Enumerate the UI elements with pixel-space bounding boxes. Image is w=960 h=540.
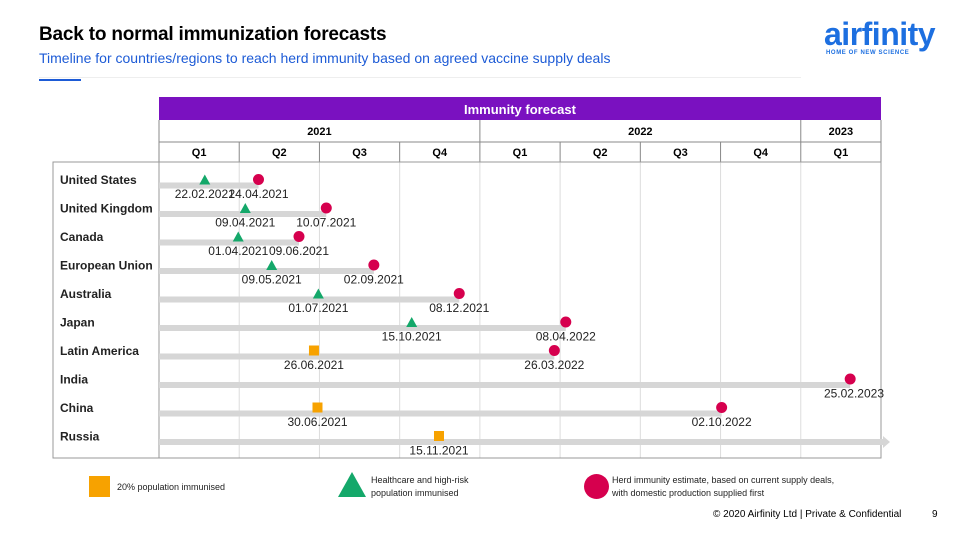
legend-label-square: 20% population immunised — [117, 482, 226, 492]
triangle-marker — [199, 174, 211, 185]
page-subtitle: Timeline for countries/regions to reach … — [39, 50, 611, 66]
airfinity-logo: airfinity HOME OF NEW SCIENCE — [824, 16, 940, 62]
quarter-label: Q1 — [834, 147, 849, 159]
timeline-bar — [159, 439, 883, 445]
circle-date-label: 09.06.2021 — [269, 244, 329, 258]
quarter-label: Q2 — [272, 147, 287, 159]
circle-marker — [252, 174, 264, 185]
quarter-label: Q1 — [192, 147, 207, 159]
title-underline — [39, 79, 81, 81]
circle-marker — [293, 231, 305, 242]
quarter-label: Q1 — [513, 147, 528, 159]
country-label: Canada — [60, 230, 104, 244]
circle-marker — [453, 288, 465, 299]
country-label: Japan — [60, 316, 95, 330]
circle-date-label: 25.02.2023 — [824, 387, 884, 401]
square-date-label: 26.06.2021 — [284, 358, 344, 372]
logo-word: airfinity — [824, 16, 936, 52]
square-marker — [312, 402, 323, 413]
square-date-label: 30.06.2021 — [287, 415, 347, 429]
page-number: 9 — [932, 509, 938, 520]
header-divider — [39, 77, 801, 78]
circle-marker — [320, 202, 332, 214]
triangle-date-label: 09.04.2021 — [215, 216, 275, 230]
chart-header-band — [159, 97, 881, 120]
chart-title: Immunity forecast — [464, 102, 577, 117]
circle-marker — [560, 316, 572, 328]
circle-date-label: 24.04.2021 — [228, 187, 288, 201]
triangle-date-label: 01.07.2021 — [288, 301, 348, 315]
timeline-bar — [159, 211, 327, 217]
circle-date-label: 10.07.2021 — [296, 216, 356, 230]
square-marker — [308, 345, 319, 356]
year-label: 2022 — [628, 126, 652, 138]
year-label: 2023 — [829, 126, 853, 138]
triangle-date-label: 01.04.2021 — [208, 244, 268, 258]
year-label: 2021 — [307, 126, 331, 138]
triangle-marker — [266, 260, 278, 270]
legend-red-circle-icon — [584, 474, 609, 499]
country-label: China — [60, 401, 94, 415]
circle-date-label: 26.03.2022 — [524, 358, 584, 372]
timeline-bar — [159, 353, 555, 360]
circle-date-label: 08.04.2022 — [536, 330, 596, 344]
timeline-bar — [159, 268, 374, 274]
page-title: Back to normal immunization forecasts — [39, 24, 387, 45]
triangle-date-label: 15.10.2021 — [382, 330, 442, 344]
circle-date-label: 02.10.2022 — [692, 415, 752, 429]
quarter-label: Q3 — [673, 147, 688, 159]
triangle-date-label: 09.05.2021 — [242, 273, 302, 287]
triangle-date-label: 22.02.2021 — [175, 187, 235, 201]
triangle-marker — [239, 203, 251, 213]
quarter-label: Q4 — [753, 147, 769, 159]
country-label: Russia — [60, 430, 100, 444]
legend-label-triangle: Healthcare and high-risk population immu… — [371, 475, 469, 498]
footer-copyright: © 2020 Airfinity Ltd | Private & Confide… — [713, 509, 902, 520]
timeline-bar — [159, 325, 566, 331]
circle-marker — [716, 402, 728, 413]
circle-date-label: 02.09.2021 — [344, 273, 404, 287]
quarter-label: Q3 — [352, 147, 367, 159]
square-date-label: 15.11.2021 — [409, 444, 468, 458]
country-label: Australia — [60, 287, 112, 301]
legend-label-circle: Herd immunity estimate, based on current… — [612, 475, 835, 498]
circle-marker — [844, 373, 856, 385]
timeline-arrow — [883, 436, 890, 448]
triangle-marker — [406, 317, 418, 327]
legend-green-triangle-icon — [338, 472, 366, 497]
country-label: European Union — [60, 259, 153, 273]
circle-marker — [368, 259, 380, 271]
country-label: United States — [60, 173, 137, 187]
triangle-marker — [312, 288, 324, 299]
timeline-bar — [159, 182, 259, 189]
timeline-bar — [159, 296, 460, 303]
timeline-bar — [159, 410, 722, 417]
timeline-bar — [159, 239, 299, 246]
quarter-label: Q2 — [593, 147, 608, 159]
legend-orange-square-icon — [89, 476, 110, 497]
chart-body-border — [52, 161, 882, 459]
logo-tagline: HOME OF NEW SCIENCE — [826, 50, 910, 56]
country-label: India — [60, 373, 88, 387]
circle-date-label: 08.12.2021 — [429, 301, 489, 315]
country-label: United Kingdom — [60, 202, 153, 216]
square-marker — [433, 431, 444, 441]
quarter-label: Q4 — [432, 147, 448, 159]
timeline-bar — [159, 382, 851, 388]
country-label: Latin America — [60, 344, 139, 358]
triangle-marker — [232, 231, 244, 242]
circle-marker — [548, 345, 560, 356]
